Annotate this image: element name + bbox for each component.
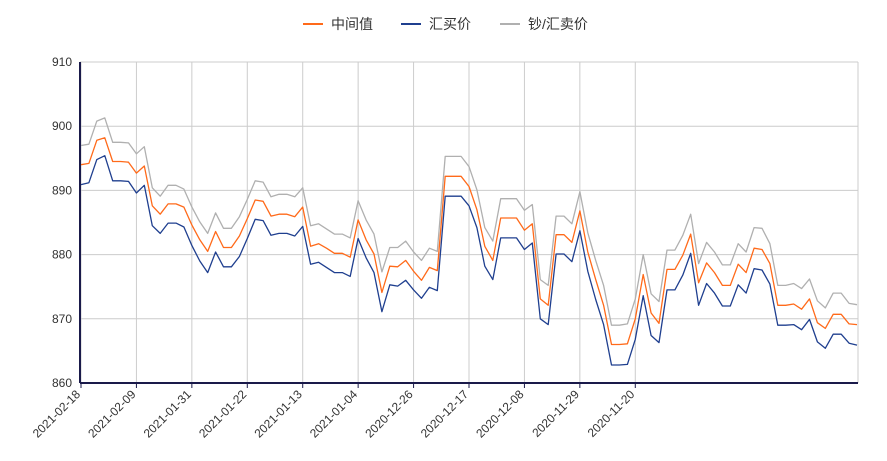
x-tick-label: 2021-02-09 bbox=[85, 387, 139, 441]
legend: 中间值 汇买价 钞/汇卖价 bbox=[303, 16, 588, 32]
x-tick-label: 2021-01-13 bbox=[252, 387, 306, 441]
grid bbox=[80, 61, 859, 384]
y-tick-label: 880 bbox=[52, 248, 72, 262]
y-axis-ticks: 860 870 880 890 900 910 bbox=[52, 55, 72, 390]
y-tick-label: 900 bbox=[52, 119, 72, 133]
x-tick-label: 2021-02-18 bbox=[30, 387, 84, 441]
y-tick-label: 890 bbox=[52, 183, 72, 197]
series-lines bbox=[80, 117, 858, 366]
legend-item-mid[interactable]: 中间值 bbox=[303, 16, 373, 32]
legend-item-sell[interactable]: 钞/汇卖价 bbox=[500, 16, 588, 32]
x-tick-label: 2020-12-17 bbox=[418, 387, 472, 441]
x-tick-label: 2021-01-31 bbox=[141, 387, 195, 441]
series-line-mid bbox=[80, 137, 858, 346]
x-tick-label: 2020-12-08 bbox=[473, 387, 527, 441]
y-tick-label: 860 bbox=[52, 376, 72, 390]
legend-label-mid: 中间值 bbox=[331, 16, 373, 32]
x-tick-label: 2020-12-26 bbox=[362, 387, 416, 441]
series-line-sell bbox=[80, 117, 858, 326]
x-tick-label: 2021-01-22 bbox=[196, 387, 250, 441]
axes bbox=[79, 62, 858, 388]
legend-item-buy[interactable]: 汇买价 bbox=[401, 16, 471, 32]
y-tick-label: 910 bbox=[52, 55, 72, 69]
legend-label-buy: 汇买价 bbox=[429, 16, 471, 32]
legend-label-sell: 钞/汇卖价 bbox=[528, 16, 588, 32]
x-tick-label: 2020-11-20 bbox=[585, 387, 638, 440]
x-axis-ticks: 2021-02-18 2021-02-09 2021-01-31 2021-01-22… bbox=[30, 387, 638, 441]
series-line-buy bbox=[80, 155, 858, 366]
x-tick-label: 2021-01-04 bbox=[307, 387, 361, 441]
x-tick-label: 2020-11-29 bbox=[529, 387, 582, 440]
y-tick-label: 870 bbox=[52, 312, 72, 326]
